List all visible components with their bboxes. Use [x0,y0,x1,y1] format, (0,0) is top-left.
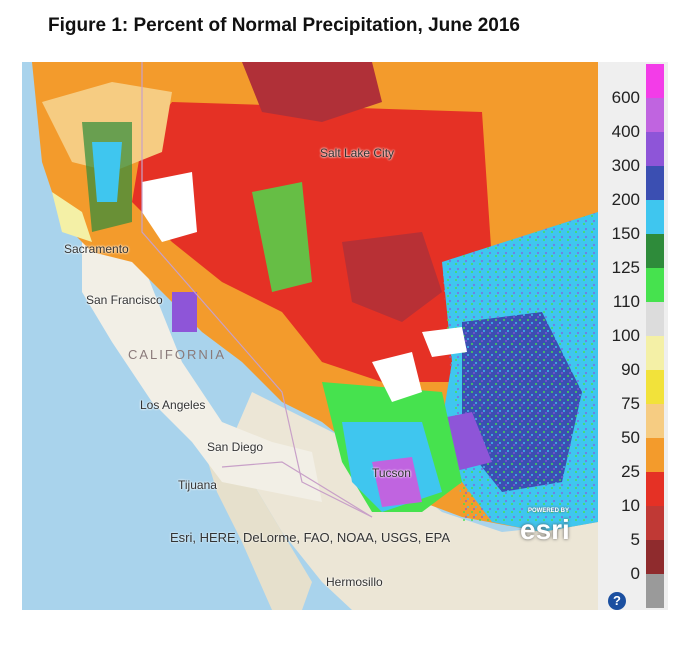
city-label-san-francisco: San Francisco [86,293,163,307]
precip-darkred [242,62,382,122]
legend-tick: 25 [621,462,640,481]
legend-swatch [646,472,664,506]
city-label-tijuana: Tijuana [178,478,217,492]
esri-logo: esri [520,514,570,545]
legend-tick: 110 [612,292,640,311]
legend-tick: 300 [611,156,640,175]
legend-tick: 200 [611,190,640,209]
nodata-nv [142,172,197,242]
legend-tick: 125 [611,258,640,277]
legend-swatch [646,132,664,166]
state-border [141,62,373,518]
legend-tick: 75 [621,394,640,413]
legend-tick: 150 [611,224,640,243]
state-label: CALIFORNIA [128,347,227,362]
mx-border [221,461,373,518]
city-label-san-diego: San Diego [207,440,264,454]
city-label-sacramento: Sacramento [64,242,129,256]
precip-green-central [252,182,312,292]
legend: 600 400 300 200 150 125 110 100 90 75 50… [598,62,668,610]
legend-tick: 90 [621,360,640,379]
legend-swatch [646,370,664,404]
legend-swatch [646,336,664,370]
legend-tick: 50 [621,428,640,447]
city-label-los-angeles: Los Angeles [140,398,206,412]
legend-swatch [646,574,664,608]
precip-violet-ca [172,292,197,332]
legend-swatch [646,438,664,472]
legend-swatch [646,166,664,200]
precip-lightyellow [52,192,92,242]
precip-blue-nv [92,142,122,202]
legend-tick: 400 [611,122,640,141]
legend-swatch [646,404,664,438]
precip-darkred-2 [342,232,442,322]
esri-tagline: POWERED BY [528,508,570,514]
legend-swatch [646,268,664,302]
legend-swatch [646,506,664,540]
legend-tick: 600 [611,88,640,107]
land-baja [202,442,312,610]
legend-swatch [646,302,664,336]
nodata-nm [422,327,467,357]
nodata-az [372,352,422,402]
legend-swatch [646,234,664,268]
legend-tick: 100 [611,326,640,345]
precipitation-map[interactable] [22,62,598,610]
precip-violet-tucson [372,457,422,507]
city-label-tucson: Tucson [372,466,411,480]
city-label-hermosillo: Hermosillo [326,575,383,589]
help-icon[interactable]: ? [608,592,626,610]
precip-speckle [442,212,598,522]
legend-swatch [646,540,664,574]
legend-tick: 0 [630,564,640,583]
legend-tick: 5 [630,530,640,549]
legend-tick: 10 [621,496,640,515]
legend-swatch [646,64,664,98]
legend-swatch [646,200,664,234]
figure-title: Figure 1: Percent of Normal Precipitatio… [48,15,520,36]
socal-dry [82,242,322,502]
legend-swatch [646,98,664,132]
map-attribution: Esri, HERE, DeLorme, FAO, NOAA, USGS, EP… [170,530,451,545]
city-label-salt-lake-city: Salt Lake City [320,146,395,160]
